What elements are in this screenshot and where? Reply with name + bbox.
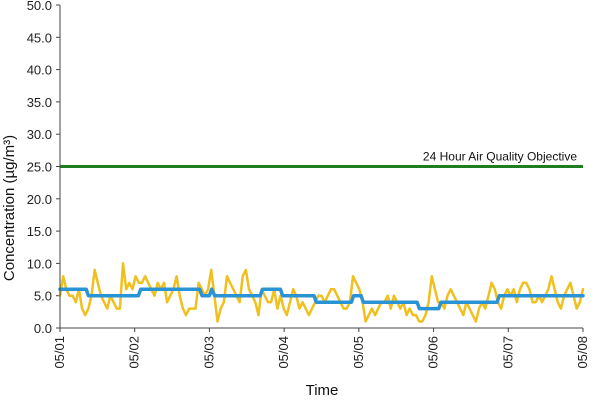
x-tick-label: 05/05 [351, 336, 366, 369]
plot-area: 24 Hour Air Quality Objective [58, 150, 585, 323]
x-tick-label: 05/07 [500, 336, 515, 369]
y-tick-label: 30.0 [27, 127, 52, 142]
objective-label: 24 Hour Air Quality Objective [423, 150, 577, 164]
y-tick-label: 0.0 [34, 321, 52, 336]
y-axis-ticks: 0.0 5.0 10.0 15.0 20.0 25.0 30.0 35.0 40.0 45.0 50… [27, 0, 60, 336]
y-tick-label: 10.0 [27, 256, 52, 271]
x-tick-label: 05/06 [426, 336, 441, 369]
y-tick-label: 50.0 [27, 0, 52, 13]
y-tick-label: 20.0 [27, 192, 52, 207]
y-axis-title: Concentration (µg/m³) [1, 135, 18, 281]
x-axis-ticks: 05/01 05/02 05/03 05/04 05/05 05/06 05/07 05/08 [52, 328, 590, 369]
y-tick-label: 5.0 [34, 289, 52, 304]
x-tick-label: 05/02 [127, 336, 142, 369]
series-line-2 [58, 287, 585, 311]
y-tick-label: 25.0 [27, 160, 52, 175]
x-tick-label: 05/04 [276, 336, 291, 369]
y-tick-label: 15.0 [27, 224, 52, 239]
x-tick-label: 05/01 [52, 336, 67, 369]
series-line-1 [58, 262, 585, 323]
x-tick-label: 05/03 [201, 336, 216, 369]
y-tick-label: 45.0 [27, 30, 52, 45]
y-tick-label: 40.0 [27, 63, 52, 78]
x-axis-title: Time [306, 382, 339, 399]
y-tick-label: 35.0 [27, 95, 52, 110]
x-tick-label: 05/08 [575, 336, 590, 369]
